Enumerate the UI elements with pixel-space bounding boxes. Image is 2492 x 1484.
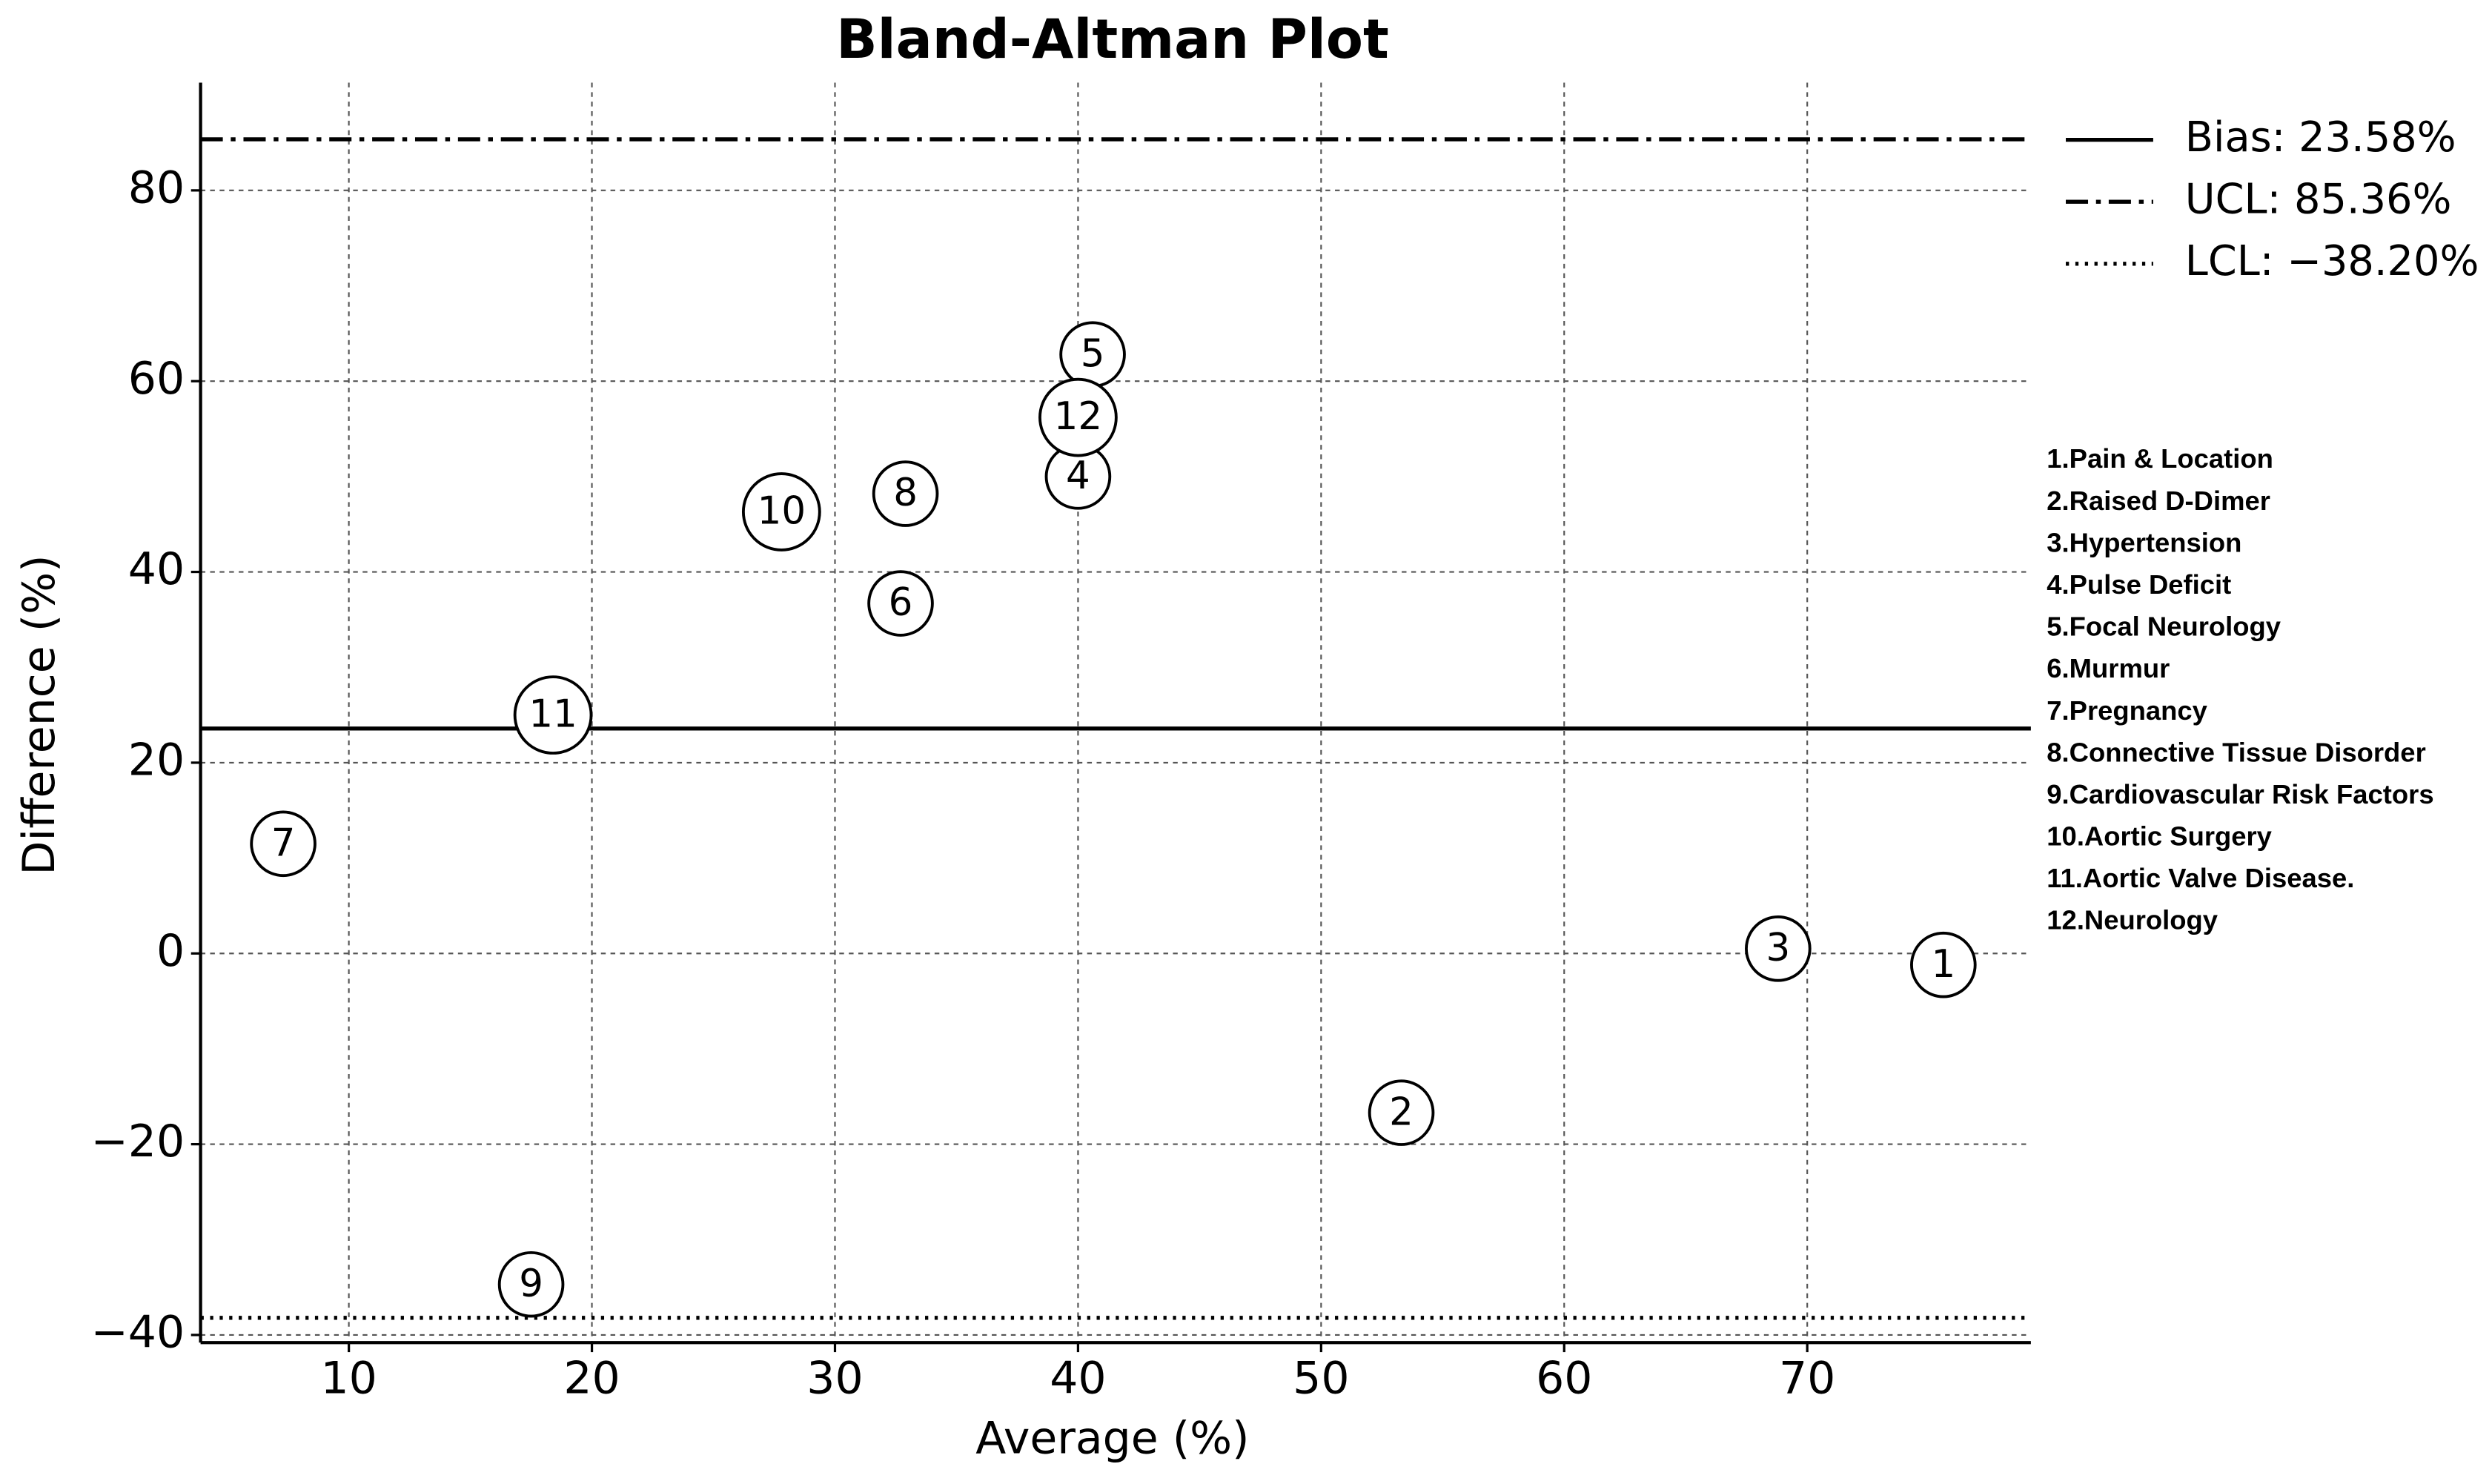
point-label: 5: [1081, 331, 1105, 376]
legend-label: LCL: −38.20%: [2185, 237, 2479, 285]
chart-title: Bland-Altman Plot: [836, 8, 1389, 71]
y-tick-label: 80: [128, 162, 185, 213]
y-tick-label: −40: [91, 1307, 185, 1359]
point: [1910, 931, 1977, 998]
point: [1038, 377, 1118, 457]
point-label: 3: [1766, 926, 1790, 970]
key-item: 1.Pain & Location: [2047, 443, 2273, 474]
y-tick-label: 0: [156, 925, 185, 977]
y-tick-label: 40: [128, 543, 185, 595]
key-item: 10.Aortic Surgery: [2047, 821, 2272, 852]
point-label: 9: [519, 1262, 543, 1306]
legend-label: Bias: 23.58%: [2185, 113, 2456, 162]
x-tick-label: 70: [1779, 1352, 1835, 1404]
key-item: 5.Focal Neurology: [2047, 612, 2281, 642]
key-item: 8.Connective Tissue Disorder: [2047, 737, 2425, 767]
x-tick-label: 20: [563, 1352, 620, 1404]
x-tick-label: 60: [1536, 1352, 1592, 1404]
key-item: 4.Pulse Deficit: [2047, 569, 2231, 600]
key-item: 9.Cardiovascular Risk Factors: [2047, 779, 2433, 809]
point-label: 2: [1389, 1090, 1414, 1134]
point: [250, 810, 317, 878]
point-label: 11: [528, 692, 577, 737]
point: [741, 472, 821, 551]
point: [872, 460, 939, 527]
point-label: 1: [1931, 942, 1955, 987]
x-axis-label: Average (%): [975, 1413, 1249, 1465]
point-label: 12: [1054, 394, 1102, 439]
key-item: 11.Aortic Valve Disease.: [2047, 863, 2354, 893]
point: [1745, 915, 1812, 982]
key-item: 3.Hypertension: [2047, 527, 2241, 557]
x-tick-label: 50: [1293, 1352, 1349, 1404]
key-item: 2.Raised D-Dimer: [2047, 486, 2270, 516]
y-tick-label: −20: [91, 1116, 185, 1167]
key-item: 7.Pregnancy: [2047, 695, 2207, 726]
legend-label: UCL: 85.36%: [2185, 175, 2452, 223]
point: [513, 675, 593, 755]
point-label: 6: [889, 580, 913, 625]
point: [1368, 1079, 1435, 1146]
y-axis-label: Difference (%): [13, 554, 65, 875]
x-tick-label: 30: [806, 1352, 863, 1404]
x-tick-label: 10: [320, 1352, 377, 1404]
point-label: 8: [893, 471, 918, 515]
point-label: 7: [271, 821, 296, 865]
point-label: 4: [1066, 454, 1090, 498]
key-item: 12.Neurology: [2047, 905, 2218, 935]
x-tick-label: 40: [1050, 1352, 1106, 1404]
point-label: 10: [758, 489, 806, 534]
key-item: 6.Murmur: [2047, 653, 2170, 683]
y-tick-label: 60: [128, 353, 185, 405]
point: [867, 570, 934, 637]
point: [497, 1251, 565, 1318]
y-tick-label: 20: [128, 734, 185, 786]
